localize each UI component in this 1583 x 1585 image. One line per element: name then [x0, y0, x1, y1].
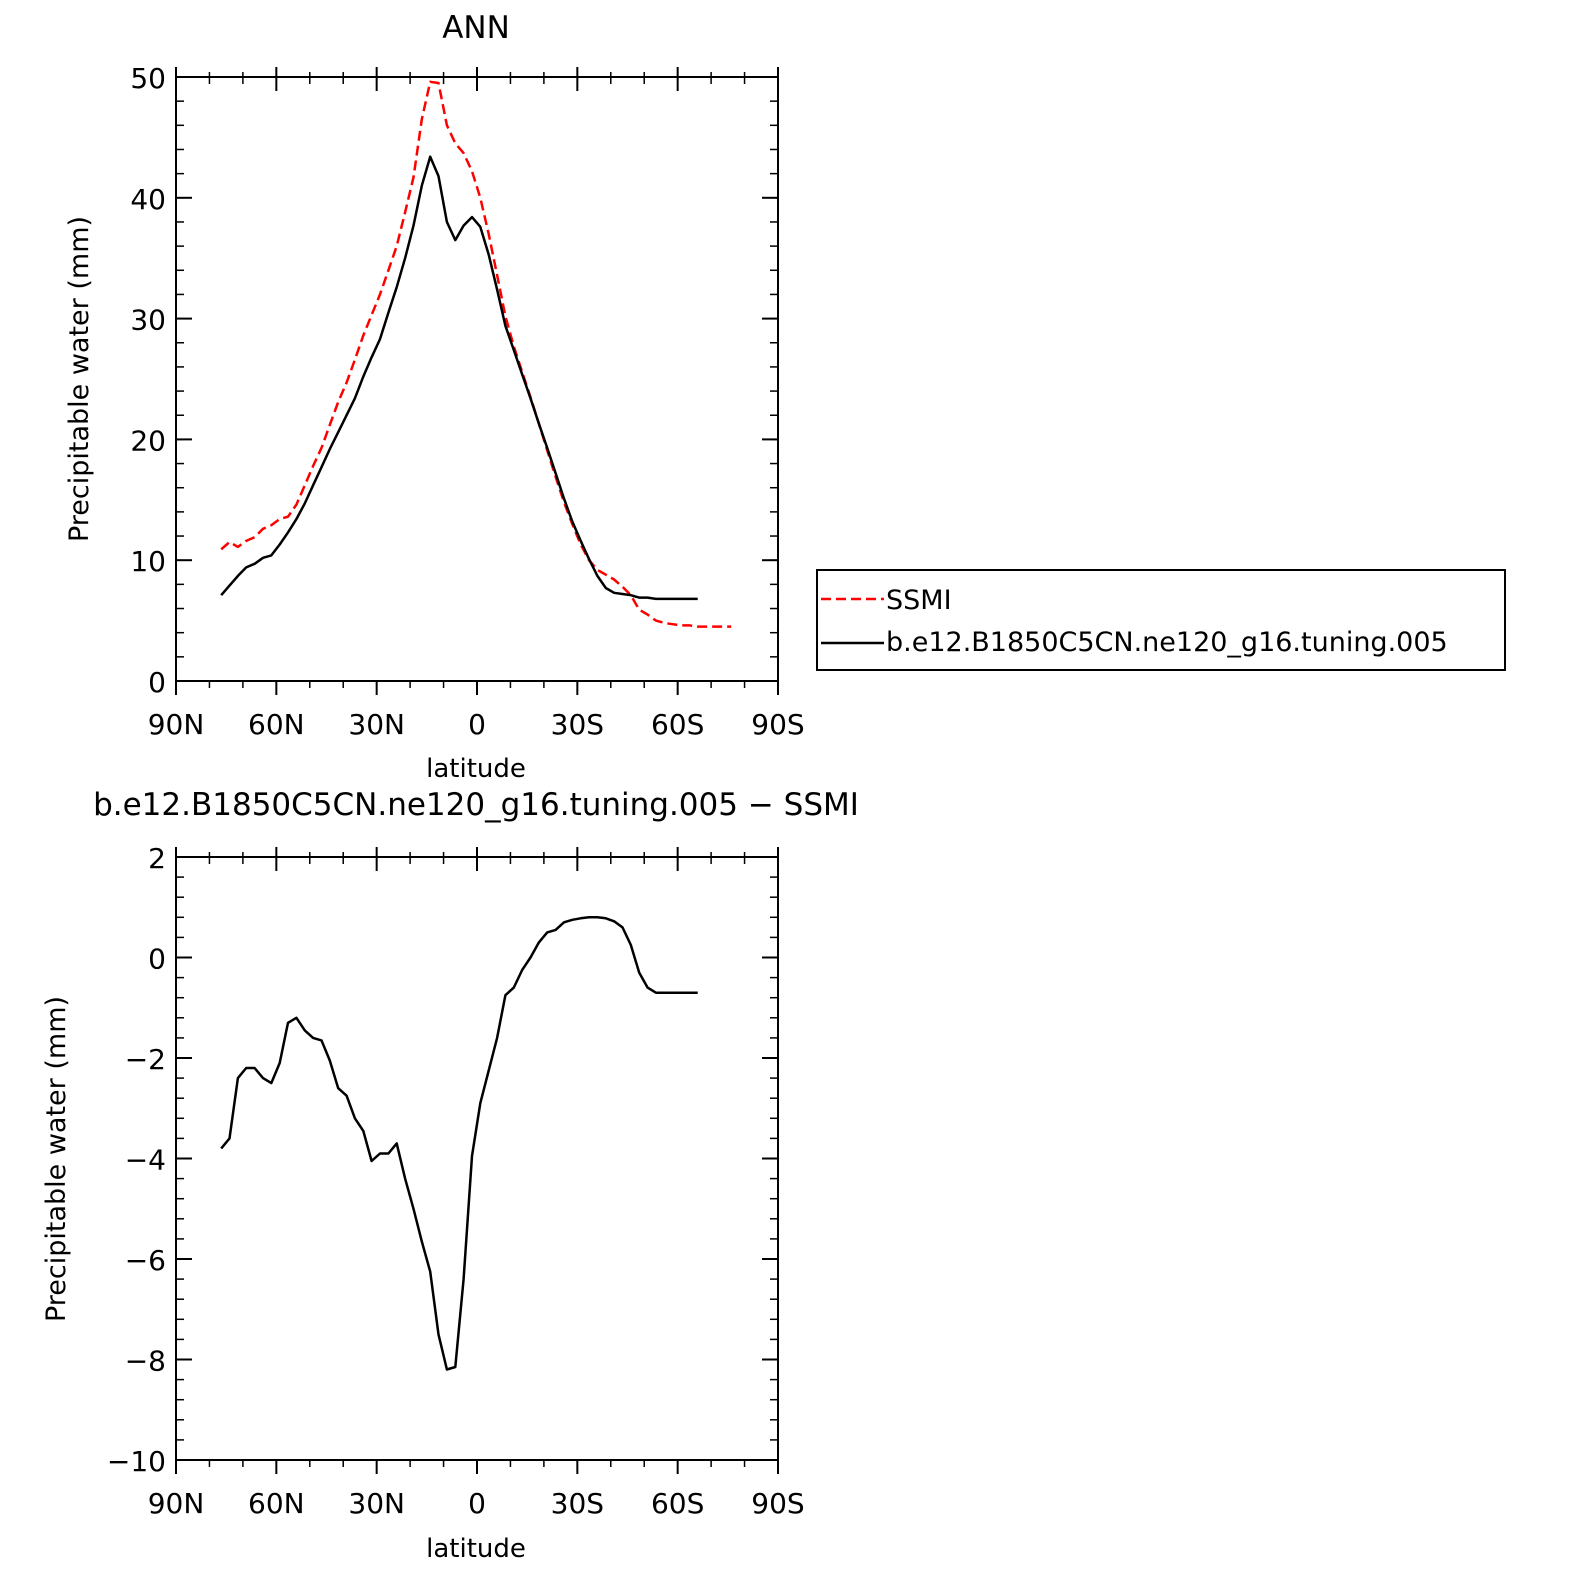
top-x-tick-label: 30N	[348, 708, 405, 741]
top-y-tick-label: 40	[130, 183, 166, 216]
top-series-line-0	[220, 80, 732, 628]
top-y-tick-label: 20	[130, 424, 166, 457]
bottom-series-line-0	[220, 916, 698, 1371]
top-x-tick-label: 90S	[751, 708, 804, 741]
bottom-plot-marks	[220, 916, 698, 1371]
top-y-axis-label: Precipitable water (mm)	[64, 216, 95, 542]
bottom-y-tick-label: −2	[125, 1043, 166, 1076]
bottom-x-tick-label: 30S	[551, 1487, 604, 1520]
top-plot-marks	[220, 80, 732, 628]
top-x-tick-label: 90N	[148, 708, 205, 741]
top-plot-frame	[175, 76, 779, 682]
bottom-x-tick-label: 60S	[651, 1487, 704, 1520]
bottom-y-tick-label: −8	[125, 1345, 166, 1378]
top-y-tick-label: 0	[148, 666, 166, 699]
bottom-y-axis-label: Precipitable water (mm)	[41, 996, 72, 1322]
top-series-line-1	[220, 155, 698, 601]
bottom-x-tick-label: 0	[468, 1487, 486, 1520]
bottom-y-tick-label: −6	[125, 1244, 166, 1277]
bottom-y-tick-label: 2	[148, 842, 166, 875]
top-y-tick-label: 30	[130, 304, 166, 337]
top-x-tick-label: 30S	[551, 708, 604, 741]
legend: SSMI b.e12.B1850C5CN.ne120_g16.tuning.00…	[816, 569, 1506, 671]
bottom-axis-ticks: −10 −8 −6 −4 −2 0 2 90N 60N 30N 0 30S 60S 90S	[107, 842, 805, 1520]
panel-top: ANN 0 10 20 30 40 50 90N 60N 30N 0 30S 60S 90S latit…	[64, 10, 805, 784]
bottom-x-tick-label: 60N	[248, 1487, 305, 1520]
panel-bottom: b.e12.B1850C5CN.ne120_g16.tuning.005 − S…	[41, 787, 859, 1564]
bottom-x-tick-label: 30N	[348, 1487, 405, 1520]
top-x-tick-label: 60N	[248, 708, 305, 741]
bottom-x-tick-label: 90S	[751, 1487, 804, 1520]
top-axis-ticks: 0 10 20 30 40 50 90N 60N 30N 0 30S 60S 90S	[130, 62, 804, 741]
top-x-axis-label: latitude	[426, 754, 526, 784]
top-x-tick-label: 60S	[651, 708, 704, 741]
top-y-tick-label: 50	[130, 62, 166, 95]
bottom-chart-title: b.e12.B1850C5CN.ne120_g16.tuning.005 − S…	[93, 787, 859, 823]
legend-label-ssmi: SSMI	[886, 585, 952, 616]
bottom-x-tick-label: 90N	[148, 1487, 205, 1520]
bottom-plot-frame	[175, 856, 779, 1461]
bottom-y-tick-label: −4	[125, 1144, 166, 1177]
legend-box	[816, 569, 1506, 671]
top-y-tick-label: 10	[130, 545, 166, 578]
bottom-y-tick-label: 0	[148, 943, 166, 976]
top-x-tick-label: 0	[468, 708, 486, 741]
top-chart-title: ANN	[442, 10, 510, 46]
legend-label-model: b.e12.B1850C5CN.ne120_g16.tuning.005	[886, 627, 1448, 658]
bottom-x-axis-label: latitude	[426, 1534, 526, 1564]
bottom-y-tick-label: −10	[107, 1445, 166, 1478]
